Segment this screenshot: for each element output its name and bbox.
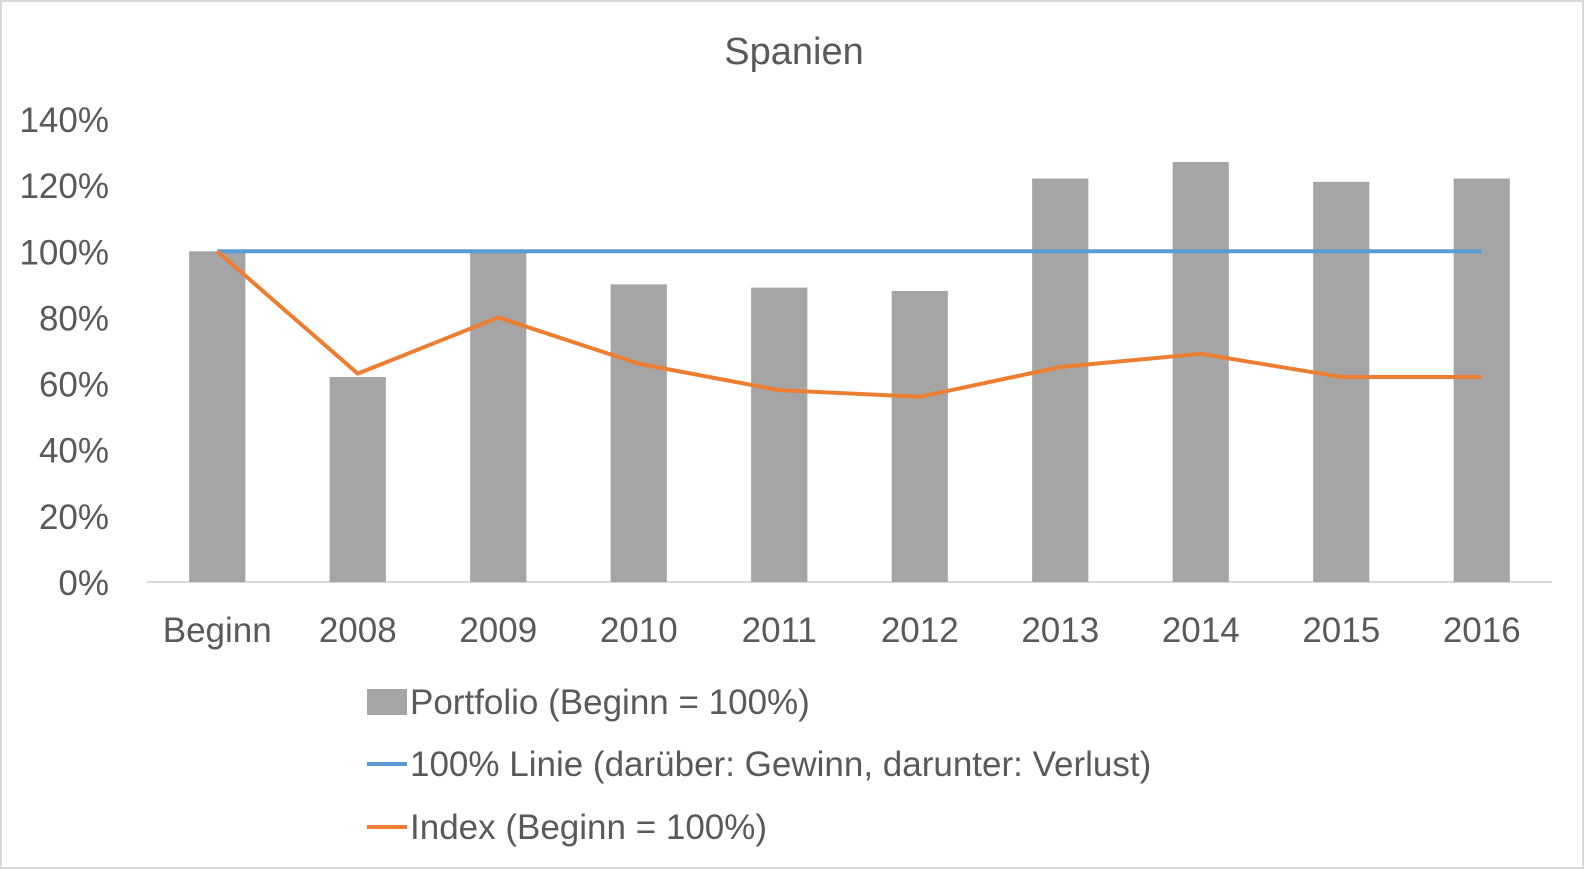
x-tick-label: 2008	[319, 611, 397, 650]
line-series	[215, 249, 1482, 399]
bar-portfolio-2012	[891, 290, 948, 582]
legend-label: Portfolio (Beginn = 100%)	[410, 683, 810, 722]
x-tick-label: Beginn	[163, 611, 272, 650]
y-tick-label: 140%	[19, 101, 109, 140]
bar-portfolio-2013	[1032, 178, 1089, 582]
bar-portfolio-2014	[1172, 161, 1229, 582]
x-tick-label: 2015	[1302, 611, 1380, 650]
x-tick-label: 2016	[1443, 611, 1521, 650]
legend-label: Index (Beginn = 100%)	[410, 808, 767, 847]
bar-portfolio-beginn	[189, 251, 246, 583]
chart-title: Spanien	[724, 31, 863, 73]
y-tick-label: 120%	[19, 167, 109, 206]
x-tick-label: 2014	[1162, 611, 1240, 650]
legend: Portfolio (Beginn = 100%) 100% Linie (dar…	[367, 683, 1151, 847]
legend-swatch-portfolio	[367, 689, 407, 715]
legend-label: 100% Linie (darüber: Gewinn, darunter: V…	[410, 745, 1151, 784]
x-tick-label: 2010	[600, 611, 678, 650]
y-tick-label: 100%	[19, 233, 109, 272]
x-tick-label: 2011	[742, 611, 817, 650]
x-tick-label: 2013	[1021, 611, 1099, 650]
y-tick-label: 80%	[39, 299, 109, 338]
x-tick-label: 2009	[459, 611, 537, 650]
y-tick-label: 60%	[39, 366, 109, 405]
bar-portfolio-2011	[751, 287, 808, 582]
x-axis-ticks: Beginn 2008 2009 2010 2011 2012 2013 2014 2015 20…	[163, 611, 1521, 650]
y-axis-ticks: 0% 20% 40% 60% 80% 100% 120% 140%	[19, 101, 109, 603]
bar-portfolio-2008	[329, 376, 386, 582]
bar-portfolio-2010	[610, 284, 667, 582]
y-tick-label: 40%	[39, 432, 109, 471]
bar-series	[189, 161, 1510, 583]
line-index	[215, 249, 1482, 399]
bar-portfolio-2015	[1313, 181, 1370, 583]
x-tick-label: 2012	[881, 611, 959, 650]
bar-portfolio-2009	[470, 251, 527, 583]
y-tick-label: 20%	[39, 498, 109, 537]
bar-portfolio-2016	[1453, 178, 1510, 582]
y-tick-label: 0%	[58, 564, 109, 603]
